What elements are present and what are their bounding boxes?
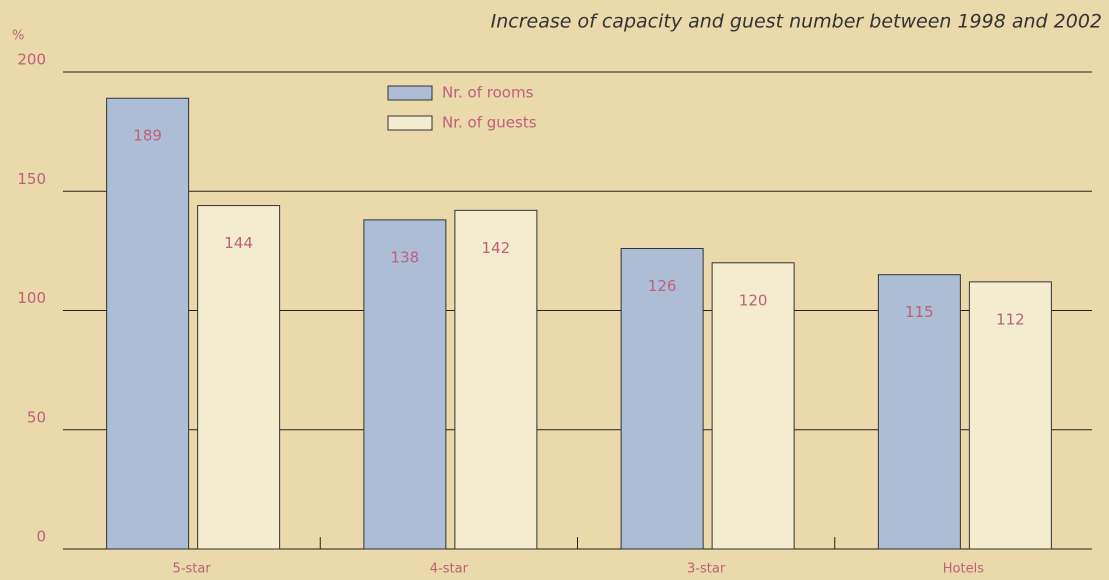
data-label: 189	[133, 127, 162, 145]
legend-label: Nr. of rooms	[442, 84, 534, 102]
y-tick-label: 100	[17, 289, 46, 307]
data-label: 112	[996, 310, 1025, 328]
bar	[711, 262, 795, 550]
data-label: 126	[648, 277, 677, 295]
y-tick-label: 200	[17, 51, 46, 69]
data-label: 120	[739, 291, 768, 309]
y-tick-label: 150	[17, 170, 46, 188]
legend-swatch	[387, 85, 433, 101]
bar	[197, 205, 281, 550]
x-tick-label: 5-star	[173, 562, 212, 577]
bar	[363, 219, 447, 550]
bar	[106, 97, 190, 550]
x-tick-label: Hotels	[943, 562, 984, 577]
y-tick-label: 0	[36, 528, 46, 546]
data-label: 144	[224, 234, 253, 252]
chart-title: Increase of capacity and guest number be…	[491, 11, 1102, 33]
data-label: 115	[905, 303, 934, 321]
y-tick-label: 50	[27, 408, 46, 426]
x-tick-label: 3-star	[687, 562, 726, 577]
bar	[877, 274, 961, 550]
y-axis-label: %	[12, 29, 24, 44]
bar	[620, 247, 704, 550]
x-tick-label: 4-star	[430, 562, 469, 577]
bar	[968, 281, 1052, 550]
legend-label: Nr. of guests	[442, 114, 537, 132]
legend-swatch	[387, 115, 433, 131]
data-label: 138	[391, 248, 420, 266]
bar	[454, 209, 538, 550]
data-label: 142	[482, 239, 511, 257]
